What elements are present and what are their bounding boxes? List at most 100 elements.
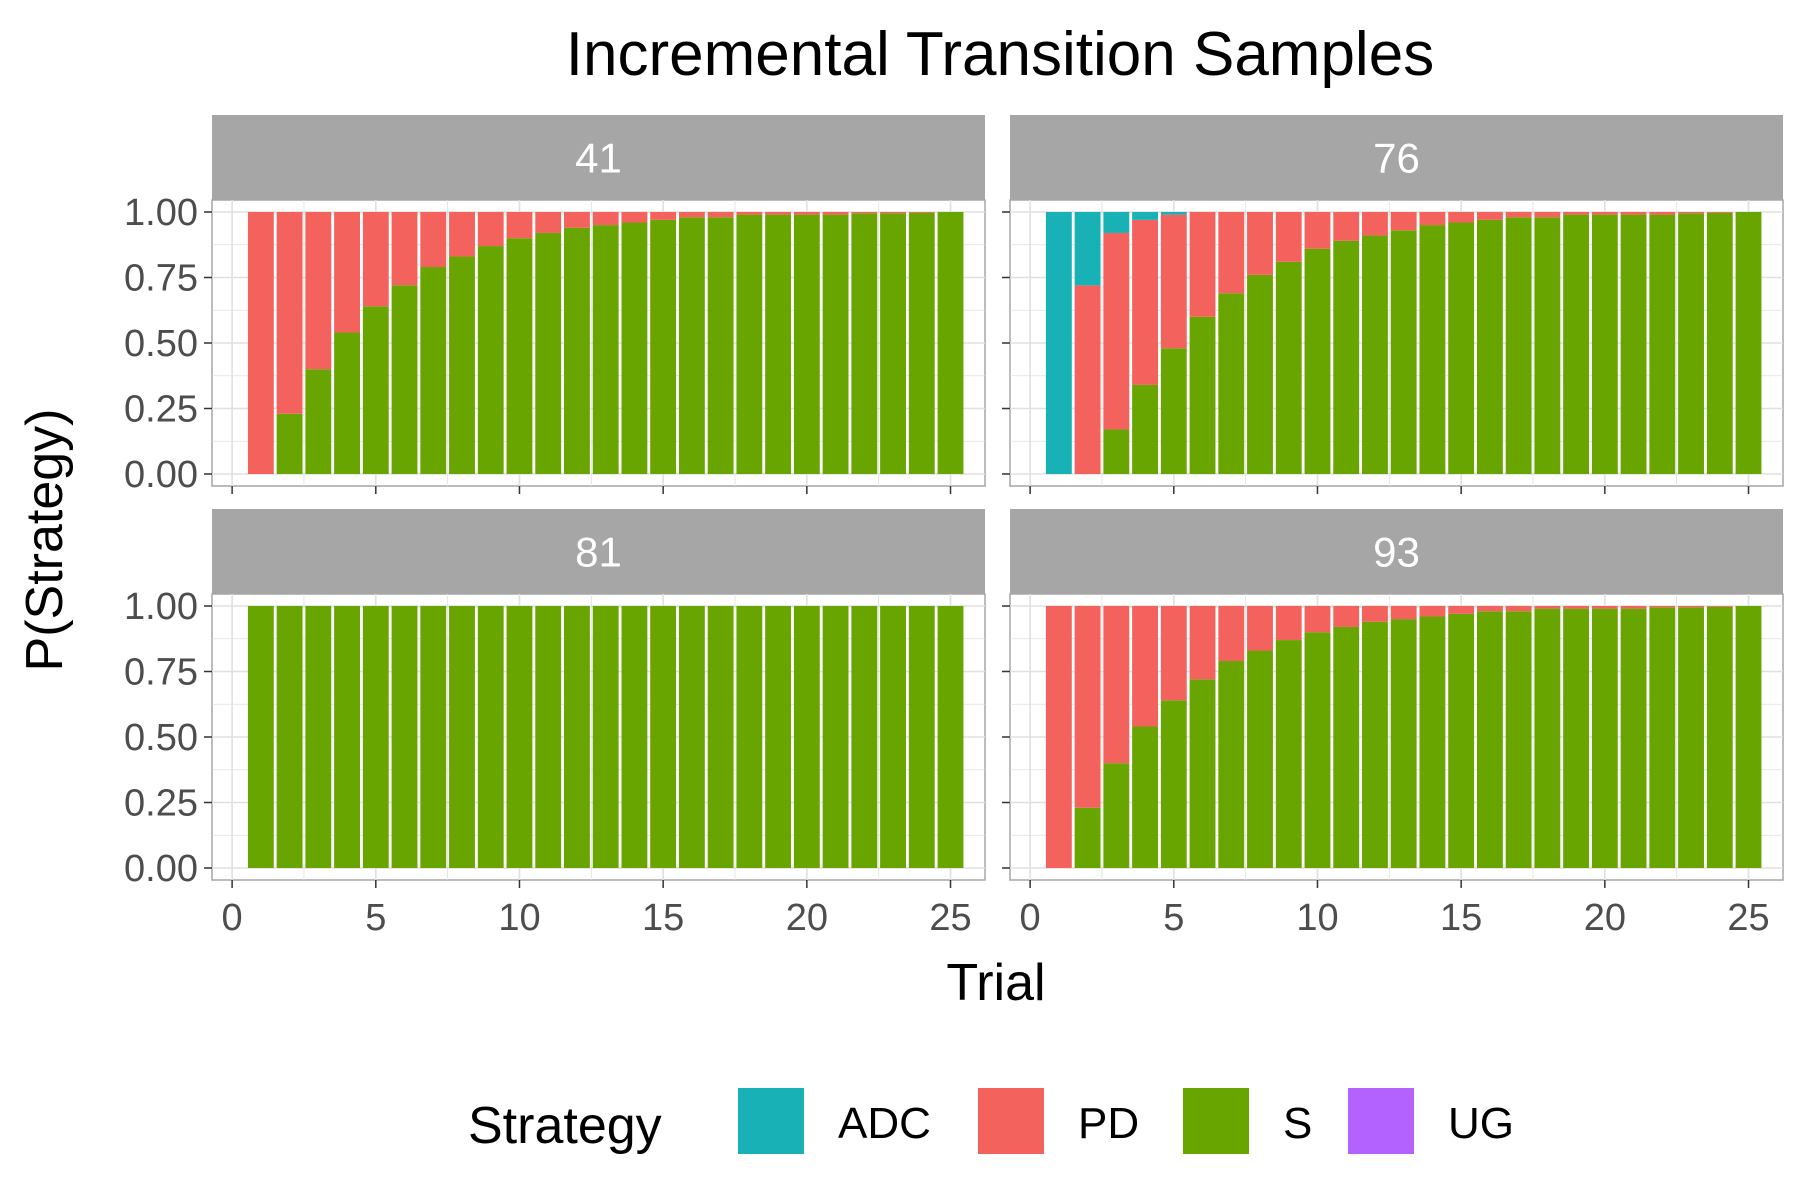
bar-S-trial-18 xyxy=(1534,608,1561,868)
bar-PD-trial-11 xyxy=(1333,606,1360,627)
facet-strip-label: 81 xyxy=(575,529,622,576)
legend-swatch xyxy=(1183,1088,1249,1154)
bar-PD-trial-20 xyxy=(1591,606,1618,609)
bar-PD-trial-18 xyxy=(1534,606,1561,609)
x-tick-label: 10 xyxy=(498,897,540,939)
facet-strip xyxy=(212,115,985,200)
bar-S-trial-5 xyxy=(362,306,389,474)
bar-S-trial-23 xyxy=(1678,213,1704,474)
legend-label: ADC xyxy=(838,1099,931,1148)
bar-S-trial-6 xyxy=(1189,679,1216,868)
bar-PD-trial-2 xyxy=(1074,285,1101,474)
bar-S-trial-21 xyxy=(1620,214,1647,474)
bar-S-trial-14 xyxy=(621,222,648,474)
bar-S-trial-9 xyxy=(1275,640,1302,868)
bar-S-trial-24 xyxy=(908,606,935,868)
facet-panel-41: 41 0.00 0.25 0.50 0.75 1.00 xyxy=(124,115,986,496)
bar-S-trial-23 xyxy=(880,606,906,868)
bar-S-trial-20 xyxy=(1591,214,1618,474)
legend-swatch xyxy=(738,1088,804,1154)
bar-PD-trial-17 xyxy=(1505,606,1532,612)
bar-PD-trial-6 xyxy=(1189,606,1216,680)
y-tick-label: 0.00 xyxy=(124,848,198,890)
bar-S-trial-11 xyxy=(535,606,562,868)
bar-ADC-trial-4 xyxy=(1132,212,1158,220)
facet-strip-label: 93 xyxy=(1373,529,1420,576)
bar-S-trial-8 xyxy=(1247,274,1273,474)
bar-S-trial-4 xyxy=(1132,384,1158,474)
bar-S-trial-19 xyxy=(765,214,792,474)
bar-PD-trial-17 xyxy=(1505,212,1532,218)
bar-PD-trial-19 xyxy=(1563,212,1590,215)
facet-panel-76: 76 xyxy=(1002,115,1784,494)
bar-PD-trial-19 xyxy=(1563,606,1590,609)
bar-S-trial-23 xyxy=(1678,607,1704,868)
bar-PD-trial-3 xyxy=(305,212,332,370)
y-tick-label: 0.75 xyxy=(124,258,198,300)
bar-S-trial-20 xyxy=(793,214,820,474)
bar-PD-trial-7 xyxy=(420,212,447,268)
bar-S-trial-7 xyxy=(420,606,447,868)
bar-S-trial-18 xyxy=(1534,217,1561,475)
bar-S-trial-19 xyxy=(1563,214,1590,474)
bar-PD-trial-17 xyxy=(707,212,734,218)
legend-swatch xyxy=(1348,1088,1414,1154)
bar-PD-trial-18 xyxy=(1534,212,1561,218)
bar-PD-trial-15 xyxy=(1448,212,1475,223)
chart-title: Incremental Transition Samples xyxy=(566,20,1434,89)
bar-S-trial-8 xyxy=(449,256,475,474)
bar-S-trial-7 xyxy=(1218,293,1245,474)
bar-PD-trial-15 xyxy=(650,212,677,220)
bar-S-trial-3 xyxy=(305,369,332,474)
bar-S-trial-17 xyxy=(1505,611,1532,868)
bar-PD-trial-14 xyxy=(1419,606,1446,617)
y-tick-label: 0.75 xyxy=(124,652,198,694)
bar-PD-trial-5 xyxy=(1160,214,1187,349)
bar-PD-trial-16 xyxy=(678,212,705,218)
bar-S-trial-2 xyxy=(1074,807,1101,868)
bar-PD-trial-5 xyxy=(1160,606,1187,701)
bar-S-trial-2 xyxy=(276,606,303,868)
bar-S-trial-21 xyxy=(822,606,849,868)
bar-PD-trial-12 xyxy=(1362,212,1388,236)
bar-PD-trial-1 xyxy=(247,212,274,474)
bar-S-trial-25 xyxy=(1735,212,1762,474)
bar-S-trial-16 xyxy=(1476,219,1503,474)
facet-strip xyxy=(212,509,985,594)
bar-S-trial-8 xyxy=(449,606,475,868)
bar-PD-trial-8 xyxy=(449,212,475,257)
bar-PD-trial-7 xyxy=(1218,606,1245,662)
bar-PD-trial-5 xyxy=(362,212,389,307)
bar-S-trial-11 xyxy=(1333,240,1360,474)
bar-PD-trial-4 xyxy=(1132,606,1158,727)
bar-PD-trial-9 xyxy=(1275,212,1302,262)
bar-PD-trial-4 xyxy=(1132,219,1158,385)
x-tick-label: 5 xyxy=(365,897,386,939)
bar-PD-trial-4 xyxy=(334,212,360,333)
bar-PD-trial-14 xyxy=(621,212,648,223)
bar-S-trial-3 xyxy=(1103,763,1130,868)
bar-S-trial-10 xyxy=(1304,248,1331,474)
bar-PD-trial-16 xyxy=(1476,212,1503,220)
bar-PD-trial-3 xyxy=(1103,606,1130,764)
bar-ADC-trial-3 xyxy=(1103,212,1130,233)
bar-PD-trial-9 xyxy=(477,212,504,247)
legend-item-PD: PD xyxy=(978,1088,1139,1154)
bar-S-trial-15 xyxy=(650,219,677,474)
bar-PD-trial-23 xyxy=(1678,212,1704,214)
x-tick-label: 0 xyxy=(1020,897,1041,939)
x-tick-label: 10 xyxy=(1296,897,1338,939)
bar-PD-trial-13 xyxy=(1390,606,1417,620)
bar-S-trial-18 xyxy=(736,214,763,474)
x-tick-label: 5 xyxy=(1163,897,1184,939)
bar-S-trial-11 xyxy=(1333,626,1360,868)
bar-S-trial-8 xyxy=(1247,650,1273,868)
facet-panel-81: 81 0.00 0.25 0.50 0.75 1.00 0 5 10 15 20 25 xyxy=(124,509,986,939)
bar-S-trial-19 xyxy=(765,606,792,868)
bar-S-trial-16 xyxy=(678,606,705,868)
bar-S-trial-5 xyxy=(362,606,389,868)
x-tick-label: 25 xyxy=(1727,897,1769,939)
bar-PD-trial-10 xyxy=(506,212,533,239)
bar-PD-trial-21 xyxy=(1620,212,1647,215)
